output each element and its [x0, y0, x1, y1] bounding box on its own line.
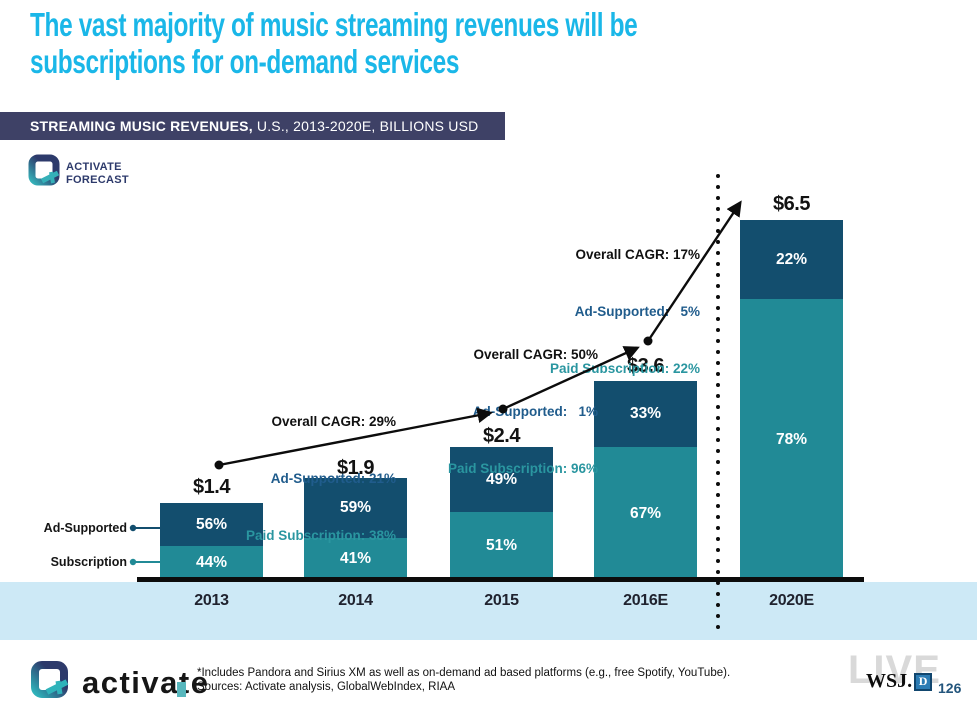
chart-title-bold: STREAMING MUSIC REVENUES,	[30, 118, 253, 134]
chart-title-rest: U.S., 2013-2020E, BILLIONS USD	[252, 118, 479, 134]
bar-2016e-ad-label: 33%	[629, 405, 662, 422]
wsj-logo: WSJ. D	[866, 670, 933, 693]
chart-title-banner: STREAMING MUSIC REVENUES, U.S., 2013-202…	[0, 112, 505, 140]
bar-2014-ad-segment: 59%	[304, 478, 407, 538]
activate-wordmark: activate	[82, 664, 210, 700]
bar-2016e-sub-segment: 67%	[594, 447, 697, 580]
bar-2013-sub-label: 44%	[195, 554, 228, 571]
bar-2015-ad-label: 49%	[485, 470, 518, 488]
page-number: 126	[938, 680, 962, 696]
activate-forecast-icon	[28, 154, 60, 193]
cagr-2015-ad: Ad-Supported: 21%	[270, 471, 396, 486]
activate-forecast-label: ACTIVATE FORECAST	[66, 161, 129, 187]
cagr-2015-paid: Paid Subscription: 38%	[245, 528, 396, 543]
bar-2020e-sub-segment: 78%	[740, 299, 843, 580]
bar-2020e: 22% 78%	[740, 220, 843, 580]
cagr-2020e-ad: Ad-Supported: 5%	[574, 304, 700, 319]
cagr-annotation-2015: Overall CAGR: 29% Ad-Supported: 21% Paid…	[170, 374, 396, 583]
legend-connector-ad	[129, 524, 161, 532]
bar-2020e-ad-label: 22%	[775, 250, 808, 268]
bar-2013-sub-segment: 44%	[160, 546, 263, 580]
bar-2015-sub-label: 51%	[485, 537, 518, 554]
bar-2020e-ad-segment: 22%	[740, 220, 843, 299]
wsj-wordmark: WSJ.	[866, 670, 913, 692]
total-label-2015: $2.4	[483, 425, 520, 447]
bar-2016e-sub-label: 67%	[629, 504, 662, 522]
activate-logo-icon	[30, 660, 70, 705]
x-tick-2014: 2014	[338, 592, 373, 609]
activate-forecast-line2: FORECAST	[66, 173, 129, 186]
page-title-line2: subscriptions for on-demand services	[30, 43, 460, 80]
legend-connector-sub	[129, 558, 161, 566]
cagr-annotation-2020e: Overall CAGR: 17% Ad-Supported: 5% Paid …	[474, 207, 700, 416]
cagr-2020e-paid: Paid Subscription: 22%	[549, 361, 700, 376]
x-tick-2016e: 2016E	[623, 592, 668, 609]
x-axis-band	[0, 582, 977, 640]
x-tick-2015: 2015	[484, 592, 519, 609]
x-tick-2020e: 2020E	[769, 592, 814, 609]
bar-2013: 56% 44%	[160, 503, 263, 580]
cagr-2015-overall: Overall CAGR: 29%	[271, 414, 396, 429]
bar-2014-ad-label: 59%	[339, 499, 372, 516]
cagr-2020e-overall: Overall CAGR: 17%	[575, 247, 700, 262]
wsj-d-icon: D	[914, 672, 933, 691]
bar-2020e-sub-label: 78%	[775, 430, 808, 448]
bar-2015: 49% 51%	[450, 447, 553, 580]
legend-ad-supported: Ad-Supported	[43, 521, 127, 535]
activate-forecast-line1: ACTIVATE	[66, 160, 122, 173]
total-label-2020e: $6.5	[773, 193, 810, 215]
footnote-line2: Sources: Activate analysis, GlobalWebInd…	[197, 681, 456, 693]
activate-logo: activate	[30, 660, 209, 705]
activate-forecast-logo: ACTIVATE FORECAST	[28, 154, 129, 193]
page-title: The vast majority of music streaming rev…	[30, 6, 740, 80]
activate-accent-square	[177, 682, 186, 697]
bar-2014-sub-segment: 41%	[304, 538, 407, 580]
cagr-2016e-paid: Paid Subscription: 96%	[447, 461, 598, 476]
bar-2014: 59% 41%	[304, 478, 407, 580]
footer: activate *Includes Pandora and Sirius XM…	[0, 640, 977, 706]
total-label-2013: $1.4	[193, 476, 230, 498]
bar-2014-sub-label: 41%	[339, 550, 372, 567]
x-tick-2013: 2013	[194, 592, 229, 609]
footnote-line1: *Includes Pandora and Sirius XM as well …	[197, 667, 731, 679]
footnote: *Includes Pandora and Sirius XM as well …	[197, 666, 730, 694]
bar-2013-ad-label: 56%	[195, 515, 228, 533]
page-title-line1: The vast majority of music streaming rev…	[30, 6, 638, 43]
legend-subscription: Subscription	[50, 555, 127, 569]
bar-2015-sub-segment: 51%	[450, 512, 553, 580]
bar-2013-ad-segment: 56%	[160, 503, 263, 546]
x-axis-line	[137, 577, 864, 582]
